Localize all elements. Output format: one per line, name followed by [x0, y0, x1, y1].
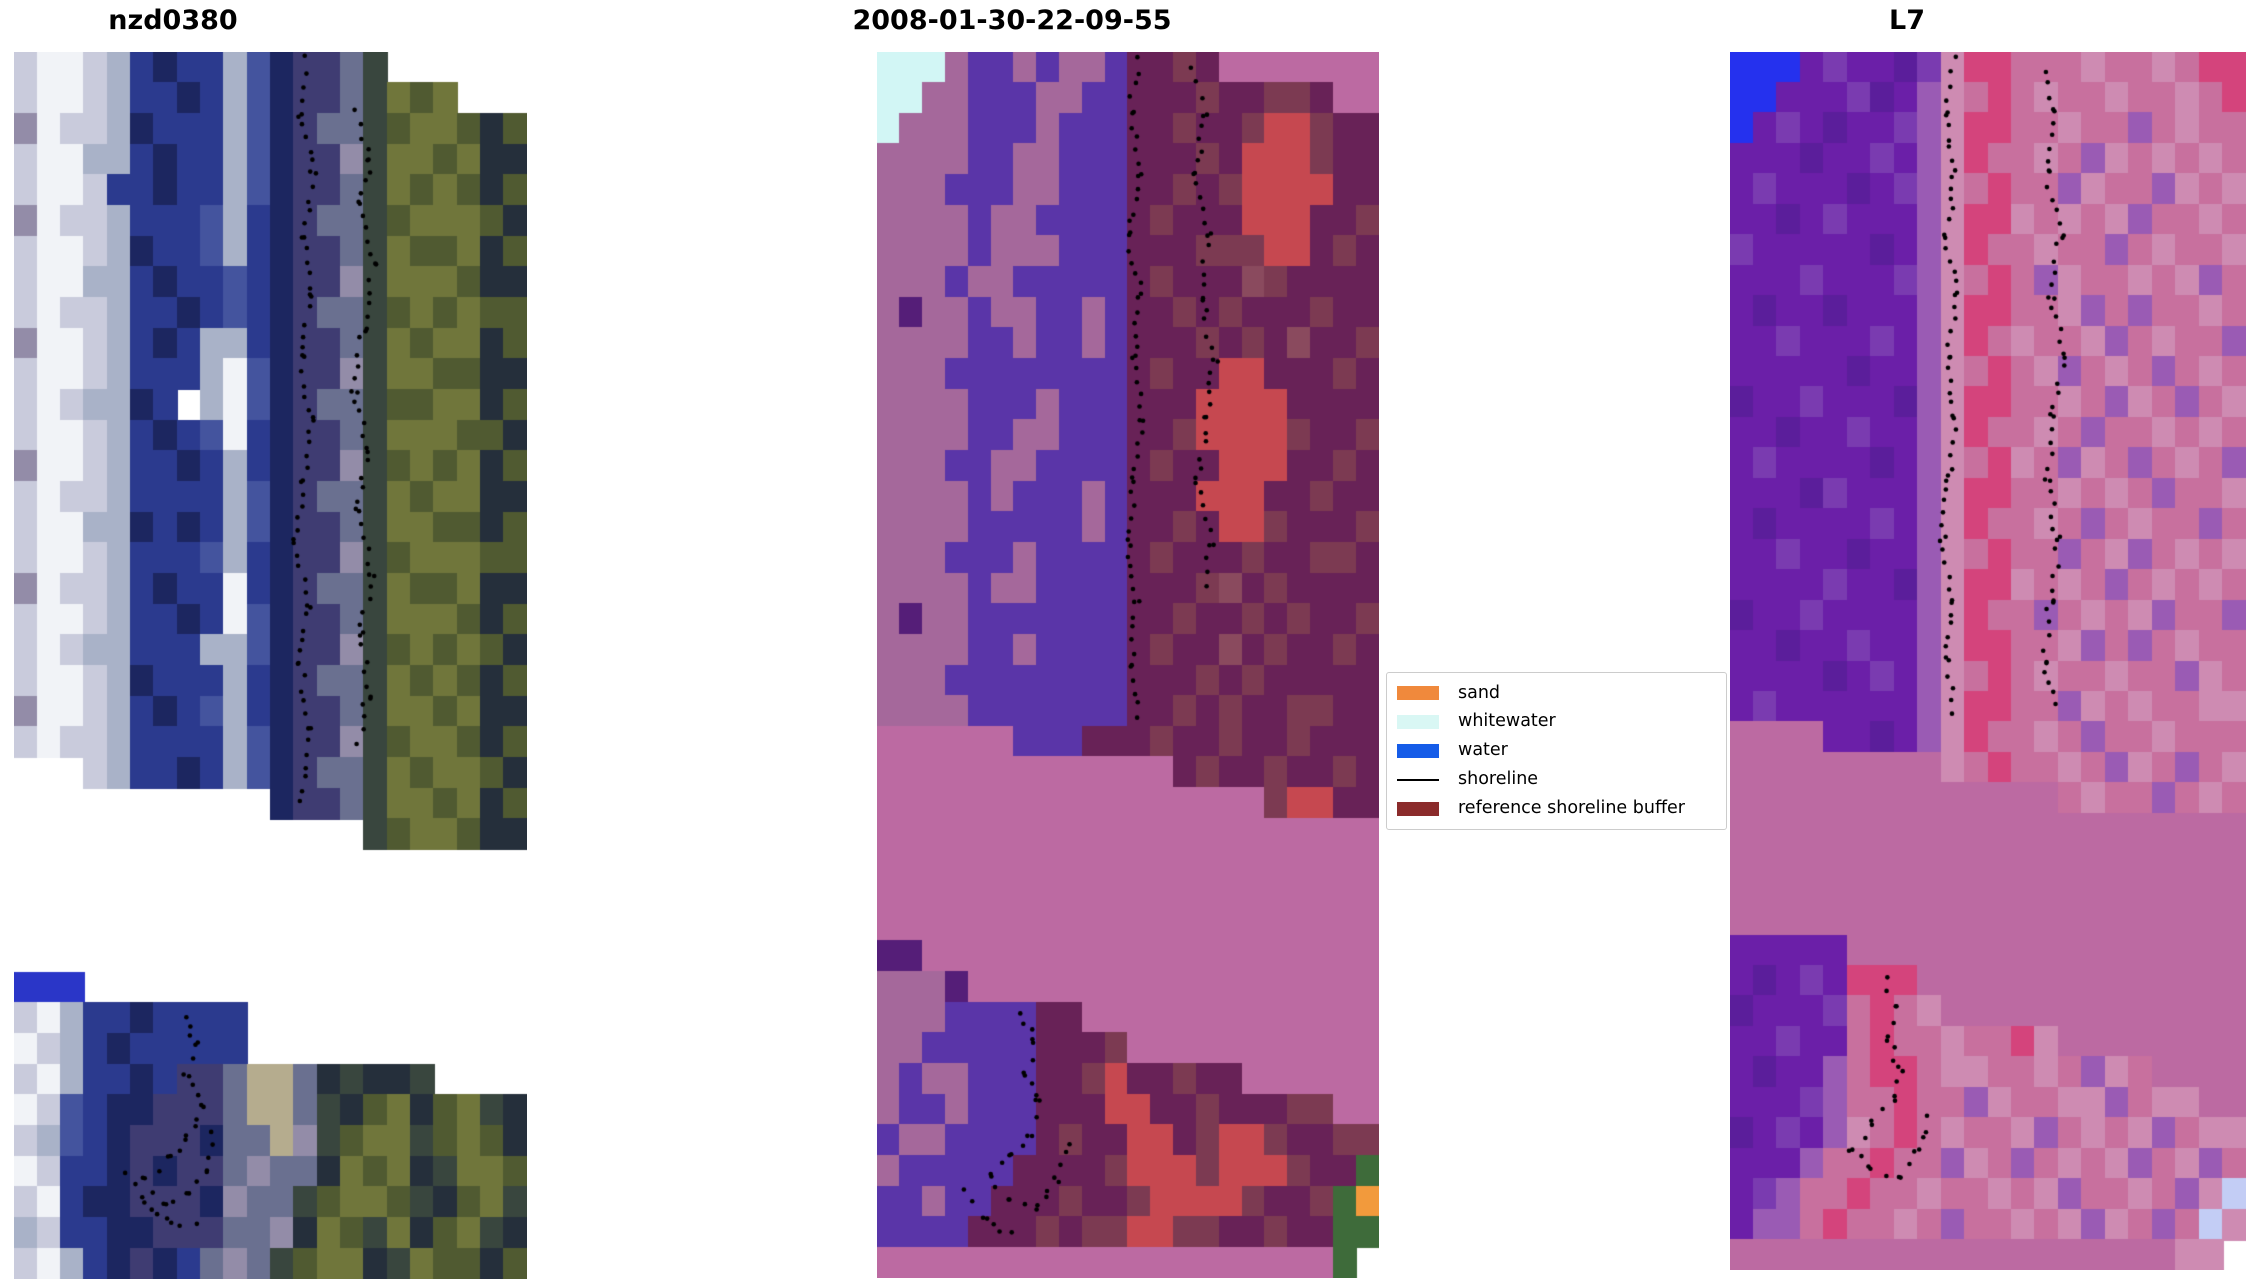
legend-item-whitewater: whitewater — [1397, 708, 1716, 737]
satellite-rgb-image — [14, 52, 527, 1279]
legend-label: reference shoreline buffer — [1458, 797, 1685, 818]
panel-title-l7: L7 — [1889, 5, 1925, 36]
legend-item-reference-shoreline-buffer: reference shoreline buffer — [1397, 794, 1716, 823]
legend-label: sand — [1458, 682, 1501, 703]
legend-item-sand: sand — [1397, 679, 1716, 708]
shoreline-line-icon — [1397, 778, 1439, 781]
legend-item-shoreline: shoreline — [1397, 765, 1716, 794]
legend-label: whitewater — [1458, 711, 1556, 732]
classified-image — [877, 52, 1379, 1278]
legend-label: water — [1458, 740, 1508, 761]
legend-color-swatch — [1397, 715, 1439, 730]
legend-color-swatch — [1397, 686, 1439, 701]
panel-title-nzd0380: nzd0380 — [108, 5, 238, 36]
legend-color-swatch — [1397, 801, 1439, 816]
l7-false-color-image — [1730, 52, 2246, 1270]
legend-color-swatch — [1397, 743, 1439, 758]
legend-item-water: water — [1397, 737, 1716, 766]
panel-title-classified-date: 2008-01-30-22-09-55 — [852, 5, 1172, 36]
legend-box: sand whitewater water shoreline reference sh… — [1386, 672, 1727, 830]
legend-label: shoreline — [1458, 769, 1539, 790]
